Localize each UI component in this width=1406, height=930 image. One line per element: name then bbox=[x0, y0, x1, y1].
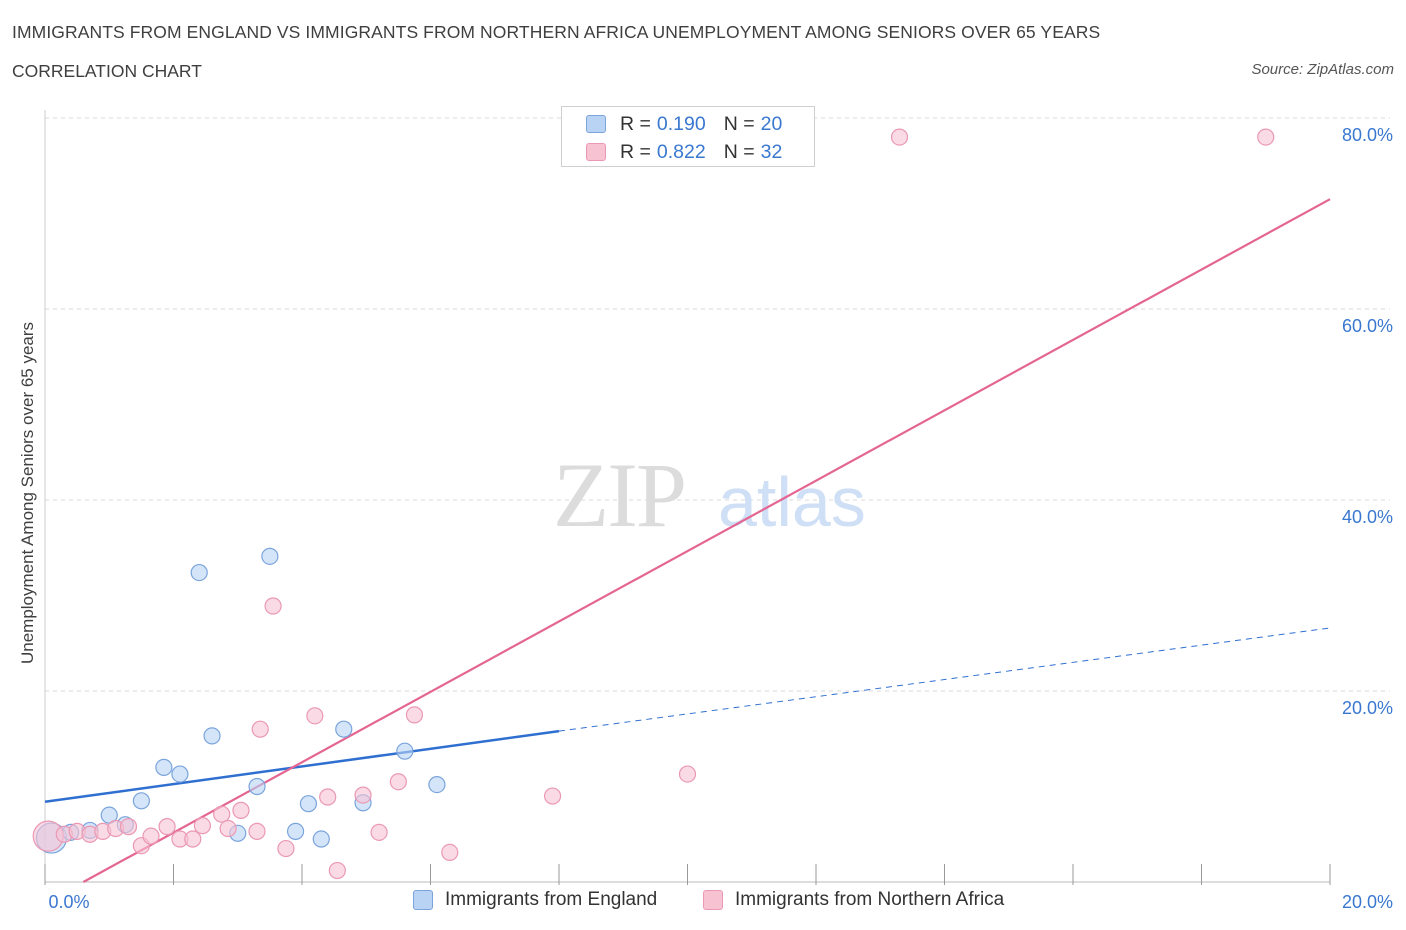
point-africa bbox=[184, 830, 202, 848]
point-africa bbox=[389, 773, 407, 791]
point-africa bbox=[543, 787, 562, 805]
point-england bbox=[132, 792, 150, 810]
point-africa bbox=[251, 720, 269, 738]
point-england bbox=[312, 830, 330, 848]
source-credit: Source: ZipAtlas.com bbox=[1251, 61, 1394, 78]
point-england bbox=[203, 727, 221, 745]
point-africa bbox=[370, 823, 388, 841]
watermark-zip: ZIP bbox=[553, 444, 685, 546]
point-africa bbox=[193, 817, 212, 835]
y-tick-label: 80.0% bbox=[1342, 125, 1393, 145]
legend-swatch-africa bbox=[586, 143, 606, 161]
point-africa bbox=[213, 805, 231, 823]
point-africa bbox=[890, 128, 909, 146]
legend-r-value-africa: 0.822 bbox=[656, 140, 706, 163]
axes: 20.0% 40.0% 60.0% 80.0% 0.0% 20.0% bbox=[44, 110, 1393, 912]
grid-lines bbox=[45, 117, 1390, 692]
legend-r-label: R = bbox=[620, 140, 651, 163]
point-africa bbox=[119, 818, 138, 836]
legend-r-value-england: 0.190 bbox=[656, 112, 706, 135]
point-england bbox=[335, 720, 353, 738]
series-legend-england[interactable]: Immigrants from England bbox=[413, 889, 657, 911]
point-africa bbox=[678, 765, 697, 783]
x-tick-label: 20.0% bbox=[1342, 892, 1393, 912]
point-england bbox=[299, 795, 318, 813]
point-africa bbox=[441, 843, 459, 861]
legend-n-value-england: 20 bbox=[760, 112, 783, 135]
series-swatch-england bbox=[413, 890, 433, 910]
legend-row-england: R = 0.190 N = 20 bbox=[586, 112, 782, 136]
legend-n-value-africa: 32 bbox=[760, 140, 783, 163]
legend-row-africa: R = 0.822 N = 32 bbox=[586, 140, 782, 164]
correlation-legend: R = 0.190 N = 20 R = 0.822 N = 32 bbox=[561, 106, 815, 167]
y-tick-label: 20.0% bbox=[1342, 698, 1393, 718]
point-africa bbox=[405, 706, 424, 724]
point-england bbox=[171, 765, 189, 783]
trend-line-england-projection bbox=[558, 627, 1331, 732]
point-england bbox=[396, 742, 414, 760]
series-swatch-africa bbox=[703, 890, 723, 910]
point-africa bbox=[219, 819, 237, 838]
point-africa bbox=[232, 801, 250, 819]
point-africa bbox=[319, 788, 337, 806]
point-africa bbox=[306, 707, 324, 725]
chart-subtitle: CORRELATION CHART bbox=[12, 61, 202, 81]
point-africa bbox=[248, 822, 266, 840]
point-england bbox=[286, 822, 305, 840]
point-england bbox=[248, 777, 266, 796]
legend-n-label: N = bbox=[723, 112, 755, 135]
chart-title: IMMIGRANTS FROM ENGLAND VS IMMIGRANTS FR… bbox=[12, 22, 1101, 42]
legend-swatch-england bbox=[586, 115, 606, 133]
data-points bbox=[32, 128, 1275, 880]
point-england bbox=[428, 775, 446, 794]
trend-line-england bbox=[44, 729, 560, 804]
legend-r-label: R = bbox=[620, 112, 651, 135]
watermark-atlas: atlas bbox=[718, 463, 866, 541]
point-england bbox=[190, 563, 208, 582]
trend-lines bbox=[44, 198, 1331, 883]
point-africa bbox=[264, 597, 282, 615]
series-legend-africa[interactable]: Immigrants from Northern Africa bbox=[703, 889, 1004, 911]
series-label-england: Immigrants from England bbox=[445, 889, 658, 910]
trend-line-africa bbox=[82, 198, 1331, 883]
series-label-africa: Immigrants from Northern Africa bbox=[735, 889, 1005, 910]
y-tick-label: 40.0% bbox=[1342, 507, 1393, 527]
y-axis-label: Unemployment Among Seniors over 65 years bbox=[18, 321, 37, 665]
point-africa bbox=[328, 861, 346, 880]
point-england bbox=[155, 758, 173, 777]
y-tick-label: 60.0% bbox=[1342, 316, 1393, 336]
point-africa bbox=[158, 818, 176, 836]
x-tick-label: 0.0% bbox=[48, 892, 89, 912]
legend-n-label: N = bbox=[723, 140, 755, 163]
point-africa bbox=[354, 786, 372, 804]
point-england bbox=[261, 547, 279, 565]
point-africa bbox=[1257, 128, 1275, 146]
point-africa bbox=[277, 839, 295, 858]
point-africa bbox=[142, 827, 160, 845]
